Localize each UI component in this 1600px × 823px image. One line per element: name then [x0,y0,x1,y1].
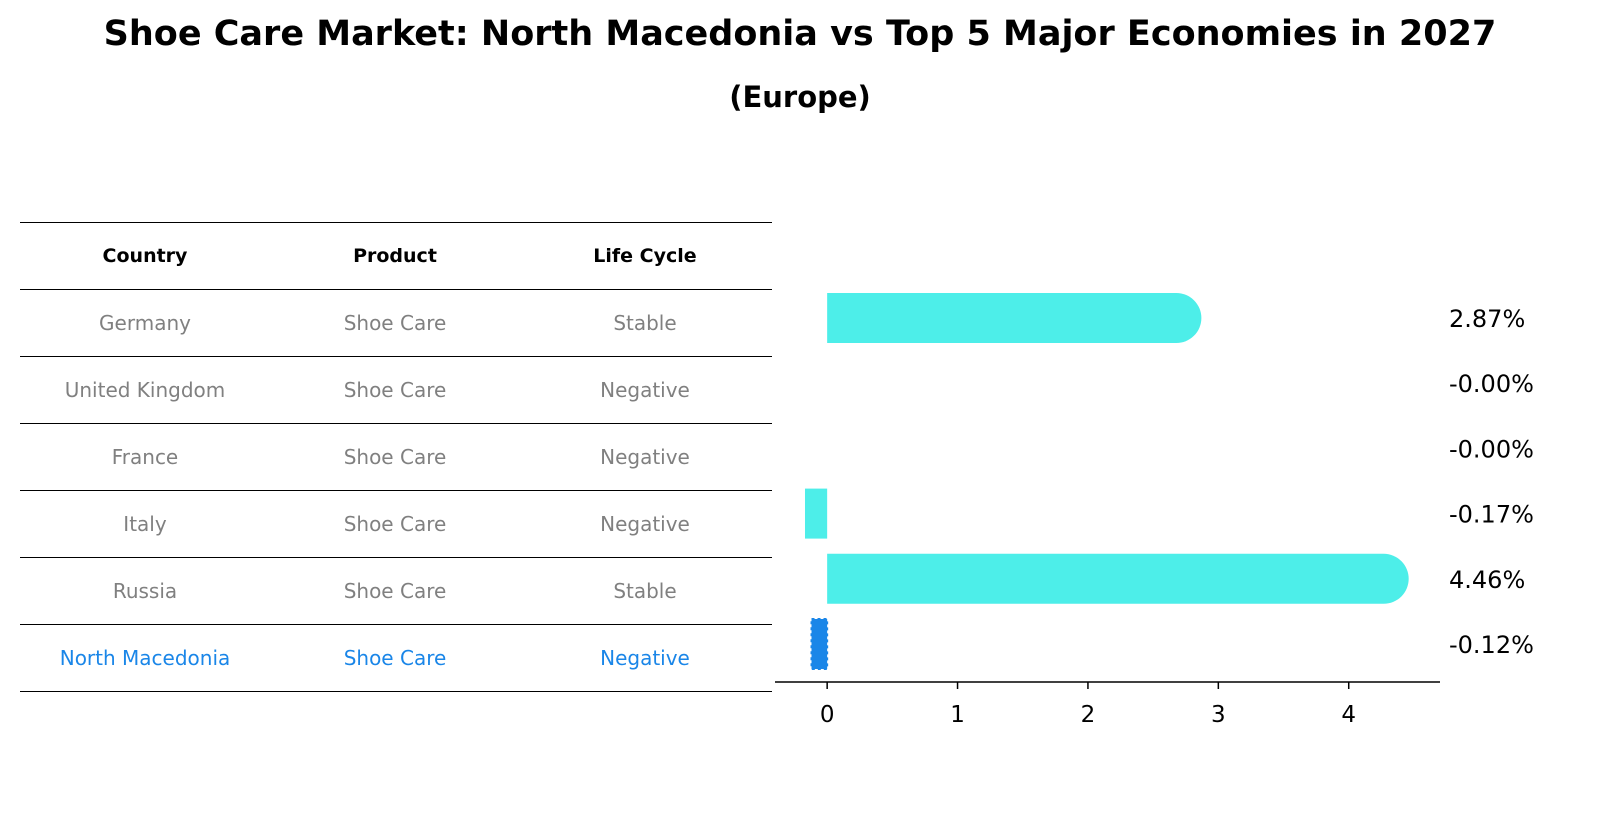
x-tick-label: 0 [820,702,835,728]
table-row: France Shoe Care Negative [20,423,772,490]
product-cell: Shoe Care [343,311,447,335]
x-tick-label: 2 [1081,702,1096,728]
table-row: United Kingdom Shoe Care Negative [20,356,772,423]
product-cell: Shoe Care [343,512,447,536]
life-cycle-cell: Negative [600,646,690,670]
data-label: -0.17% [1449,501,1534,529]
country-cell: North Macedonia [59,646,231,670]
country-cell: Russia [112,579,178,603]
x-tick-label: 3 [1211,702,1226,728]
table-row: Germany Shoe Care Stable [20,289,772,356]
x-tick-label: 1 [950,702,965,728]
product-cell: Shoe Care [343,646,447,670]
product-cell: Shoe Care [343,445,447,469]
data-label: -0.00% [1449,370,1534,398]
life-cycle-cell: Negative [600,445,690,469]
data-label: 2.87% [1449,305,1525,333]
bar-highlighted [810,618,829,670]
chart-subtitle: (Europe) [729,80,871,114]
product-cell: Shoe Care [343,378,447,402]
country-cell: Germany [99,311,191,335]
comparison-table: Country Product Life Cycle Germany Shoe … [20,222,772,692]
bar-chart: 2.87% -0.00% -0.00% -0.17% 4.46% -0.12% 0 1 2 3 4 [775,293,1534,728]
x-tick-label: 4 [1341,702,1356,728]
table-row: Italy Shoe Care Negative [20,490,772,557]
header-life-cycle: Life Cycle [593,245,697,267]
product-cell: Shoe Care [343,579,447,603]
data-label: -0.00% [1449,435,1534,463]
life-cycle-cell: Stable [613,311,677,335]
life-cycle-cell: Stable [613,579,677,603]
country-cell: Italy [123,512,167,536]
life-cycle-cell: Negative [600,378,690,402]
country-cell: United Kingdom [64,378,226,402]
life-cycle-cell: Negative [600,512,690,536]
header-country: Country [102,245,188,267]
bar [804,488,828,539]
country-cell: France [111,445,179,469]
bar [827,293,1202,343]
table-row: Russia Shoe Care Stable [20,557,772,624]
table-header-row: Country Product Life Cycle [20,222,772,289]
data-label: 4.46% [1449,566,1525,594]
chart-title: Shoe Care Market: North Macedonia vs Top… [103,14,1497,54]
table-row-highlighted: North Macedonia Shoe Care Negative [20,624,772,692]
bar [827,553,1409,604]
header-product: Product [353,245,437,267]
data-label: -0.12% [1449,631,1534,659]
